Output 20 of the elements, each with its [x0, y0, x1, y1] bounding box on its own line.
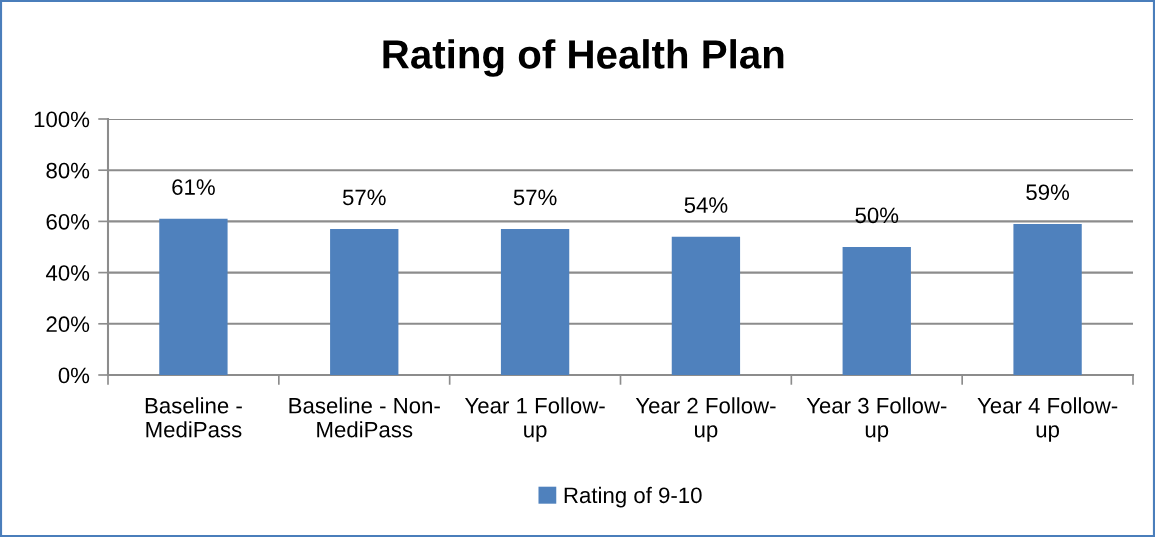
chart-title: Rating of Health Plan	[383, 39, 784, 77]
x-tick-label: Year 4 Follow-up	[977, 397, 1118, 442]
data-label: 61%	[172, 179, 215, 195]
data-label: 50%	[855, 207, 899, 224]
y-tick-label: 40%	[45, 265, 90, 281]
y-tick-label: 20%	[46, 316, 90, 333]
y-tick-label: 80%	[46, 162, 90, 179]
x-tick-label: Year 2 Follow-up	[635, 397, 776, 442]
data-label: 57%	[513, 189, 557, 206]
x-tick-label: Year 1 Follow-up	[464, 397, 605, 442]
x-tick-label: Baseline - MediPass	[145, 397, 242, 438]
data-label: 59%	[1026, 184, 1070, 201]
x-tick-label: Baseline - Non-MediPass	[289, 397, 440, 438]
x-tick-label: Year 3 Follow-up	[806, 397, 947, 442]
data-label: 57%	[342, 189, 386, 206]
y-tick-label: 100%	[34, 111, 90, 128]
data-label: 54%	[684, 197, 728, 213]
y-tick-label: 0%	[58, 367, 90, 384]
y-tick-label: 60%	[46, 213, 90, 230]
legend-label: Rating of 9-10	[564, 486, 702, 508]
